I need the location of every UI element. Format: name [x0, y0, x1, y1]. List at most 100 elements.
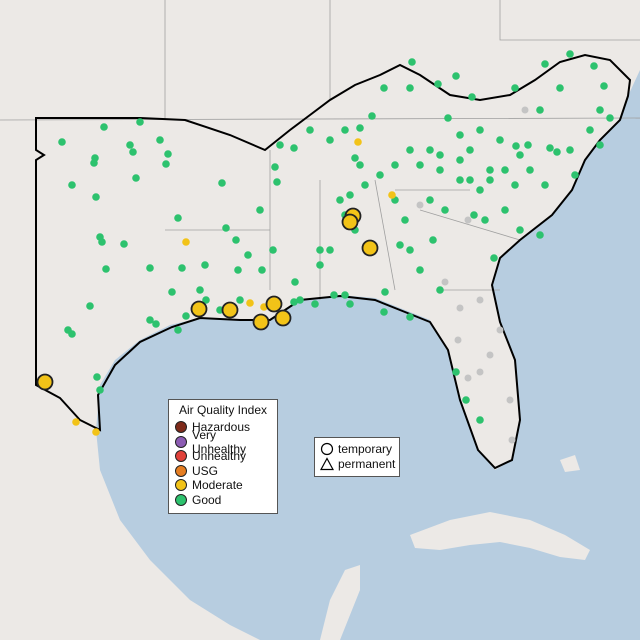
good-marker: [316, 261, 324, 269]
good-marker: [436, 166, 444, 174]
good-marker: [341, 291, 349, 299]
good-marker: [326, 136, 334, 144]
good-marker: [436, 286, 444, 294]
legend-swatch: [175, 493, 187, 506]
good-marker: [426, 146, 434, 154]
good-marker: [58, 138, 66, 146]
no-data-marker: [464, 374, 472, 382]
no-data-marker: [416, 201, 424, 209]
circle-icon: [320, 442, 334, 455]
good-marker: [476, 186, 484, 194]
good-marker: [456, 156, 464, 164]
good-marker: [481, 216, 489, 224]
good-marker: [162, 160, 170, 168]
good-marker: [236, 296, 244, 304]
good-marker: [606, 114, 614, 122]
good-marker: [516, 151, 524, 159]
good-marker: [146, 316, 154, 324]
good-marker: [218, 179, 226, 187]
good-marker: [496, 136, 504, 144]
good-marker: [361, 181, 369, 189]
type-row-temporary: temporary: [320, 441, 394, 456]
good-marker: [490, 254, 498, 262]
good-marker: [132, 174, 140, 182]
good-marker: [100, 123, 108, 131]
no-data-marker: [506, 396, 514, 404]
good-marker: [98, 238, 106, 246]
good-marker: [406, 146, 414, 154]
good-marker: [68, 330, 76, 338]
good-marker: [152, 320, 160, 328]
state-borders: [0, 0, 640, 300]
type-row-permanent: permanent: [320, 456, 396, 471]
good-marker: [232, 236, 240, 244]
good-marker: [93, 373, 101, 381]
good-marker: [244, 251, 252, 259]
good-marker: [486, 166, 494, 174]
good-marker: [429, 236, 437, 244]
land-bahamas: [560, 455, 580, 472]
good-marker: [336, 196, 344, 204]
moderate-marker: [92, 428, 100, 436]
no-data-marker: [508, 436, 516, 444]
good-marker: [512, 142, 520, 150]
good-marker: [524, 141, 532, 149]
good-marker: [126, 141, 134, 149]
good-marker: [516, 226, 524, 234]
good-marker: [346, 300, 354, 308]
good-marker: [290, 144, 298, 152]
moderate-large-marker: [190, 300, 208, 318]
good-marker: [600, 82, 608, 90]
good-marker: [368, 112, 376, 120]
good-marker: [571, 171, 579, 179]
good-marker: [452, 72, 460, 80]
legend-item: Hazardous: [175, 420, 271, 435]
legend-item: Unhealthy: [175, 449, 271, 464]
good-marker: [356, 124, 364, 132]
no-data-marker: [521, 106, 529, 114]
good-marker: [182, 312, 190, 320]
good-marker: [436, 151, 444, 159]
legend-label: Unhealthy: [192, 449, 247, 464]
moderate-large-marker: [361, 239, 379, 257]
good-marker: [596, 141, 604, 149]
good-marker: [86, 302, 94, 310]
good-marker: [90, 159, 98, 167]
aqi-legend: Air Quality Index Hazardous Very Unhealth…: [168, 399, 278, 514]
good-marker: [271, 163, 279, 171]
good-marker: [156, 136, 164, 144]
moderate-marker: [246, 299, 254, 307]
good-marker: [396, 241, 404, 249]
land-cuba: [410, 512, 590, 560]
good-marker: [311, 300, 319, 308]
good-marker: [546, 144, 554, 152]
moderate-large-marker: [221, 301, 239, 319]
good-marker: [290, 298, 298, 306]
good-marker: [380, 308, 388, 316]
good-marker: [178, 264, 186, 272]
good-marker: [276, 141, 284, 149]
good-marker: [201, 261, 209, 269]
good-marker: [202, 296, 210, 304]
legend-label: Moderate: [192, 478, 243, 493]
legend-title: Air Quality Index: [178, 403, 268, 417]
good-marker: [351, 154, 359, 162]
good-marker: [296, 296, 304, 304]
good-marker: [470, 211, 478, 219]
good-marker: [406, 84, 414, 92]
good-marker: [406, 246, 414, 254]
no-data-marker: [476, 368, 484, 376]
good-marker: [174, 326, 182, 334]
good-marker: [553, 148, 561, 156]
good-marker: [102, 265, 110, 273]
moderate-marker: [354, 138, 362, 146]
good-marker: [456, 176, 464, 184]
good-marker: [452, 368, 460, 376]
no-data-marker: [486, 351, 494, 359]
good-marker: [401, 216, 409, 224]
good-marker: [468, 93, 476, 101]
legend-label: Hazardous: [192, 420, 251, 435]
good-marker: [381, 288, 389, 296]
type-label-permanent: permanent: [338, 456, 396, 471]
